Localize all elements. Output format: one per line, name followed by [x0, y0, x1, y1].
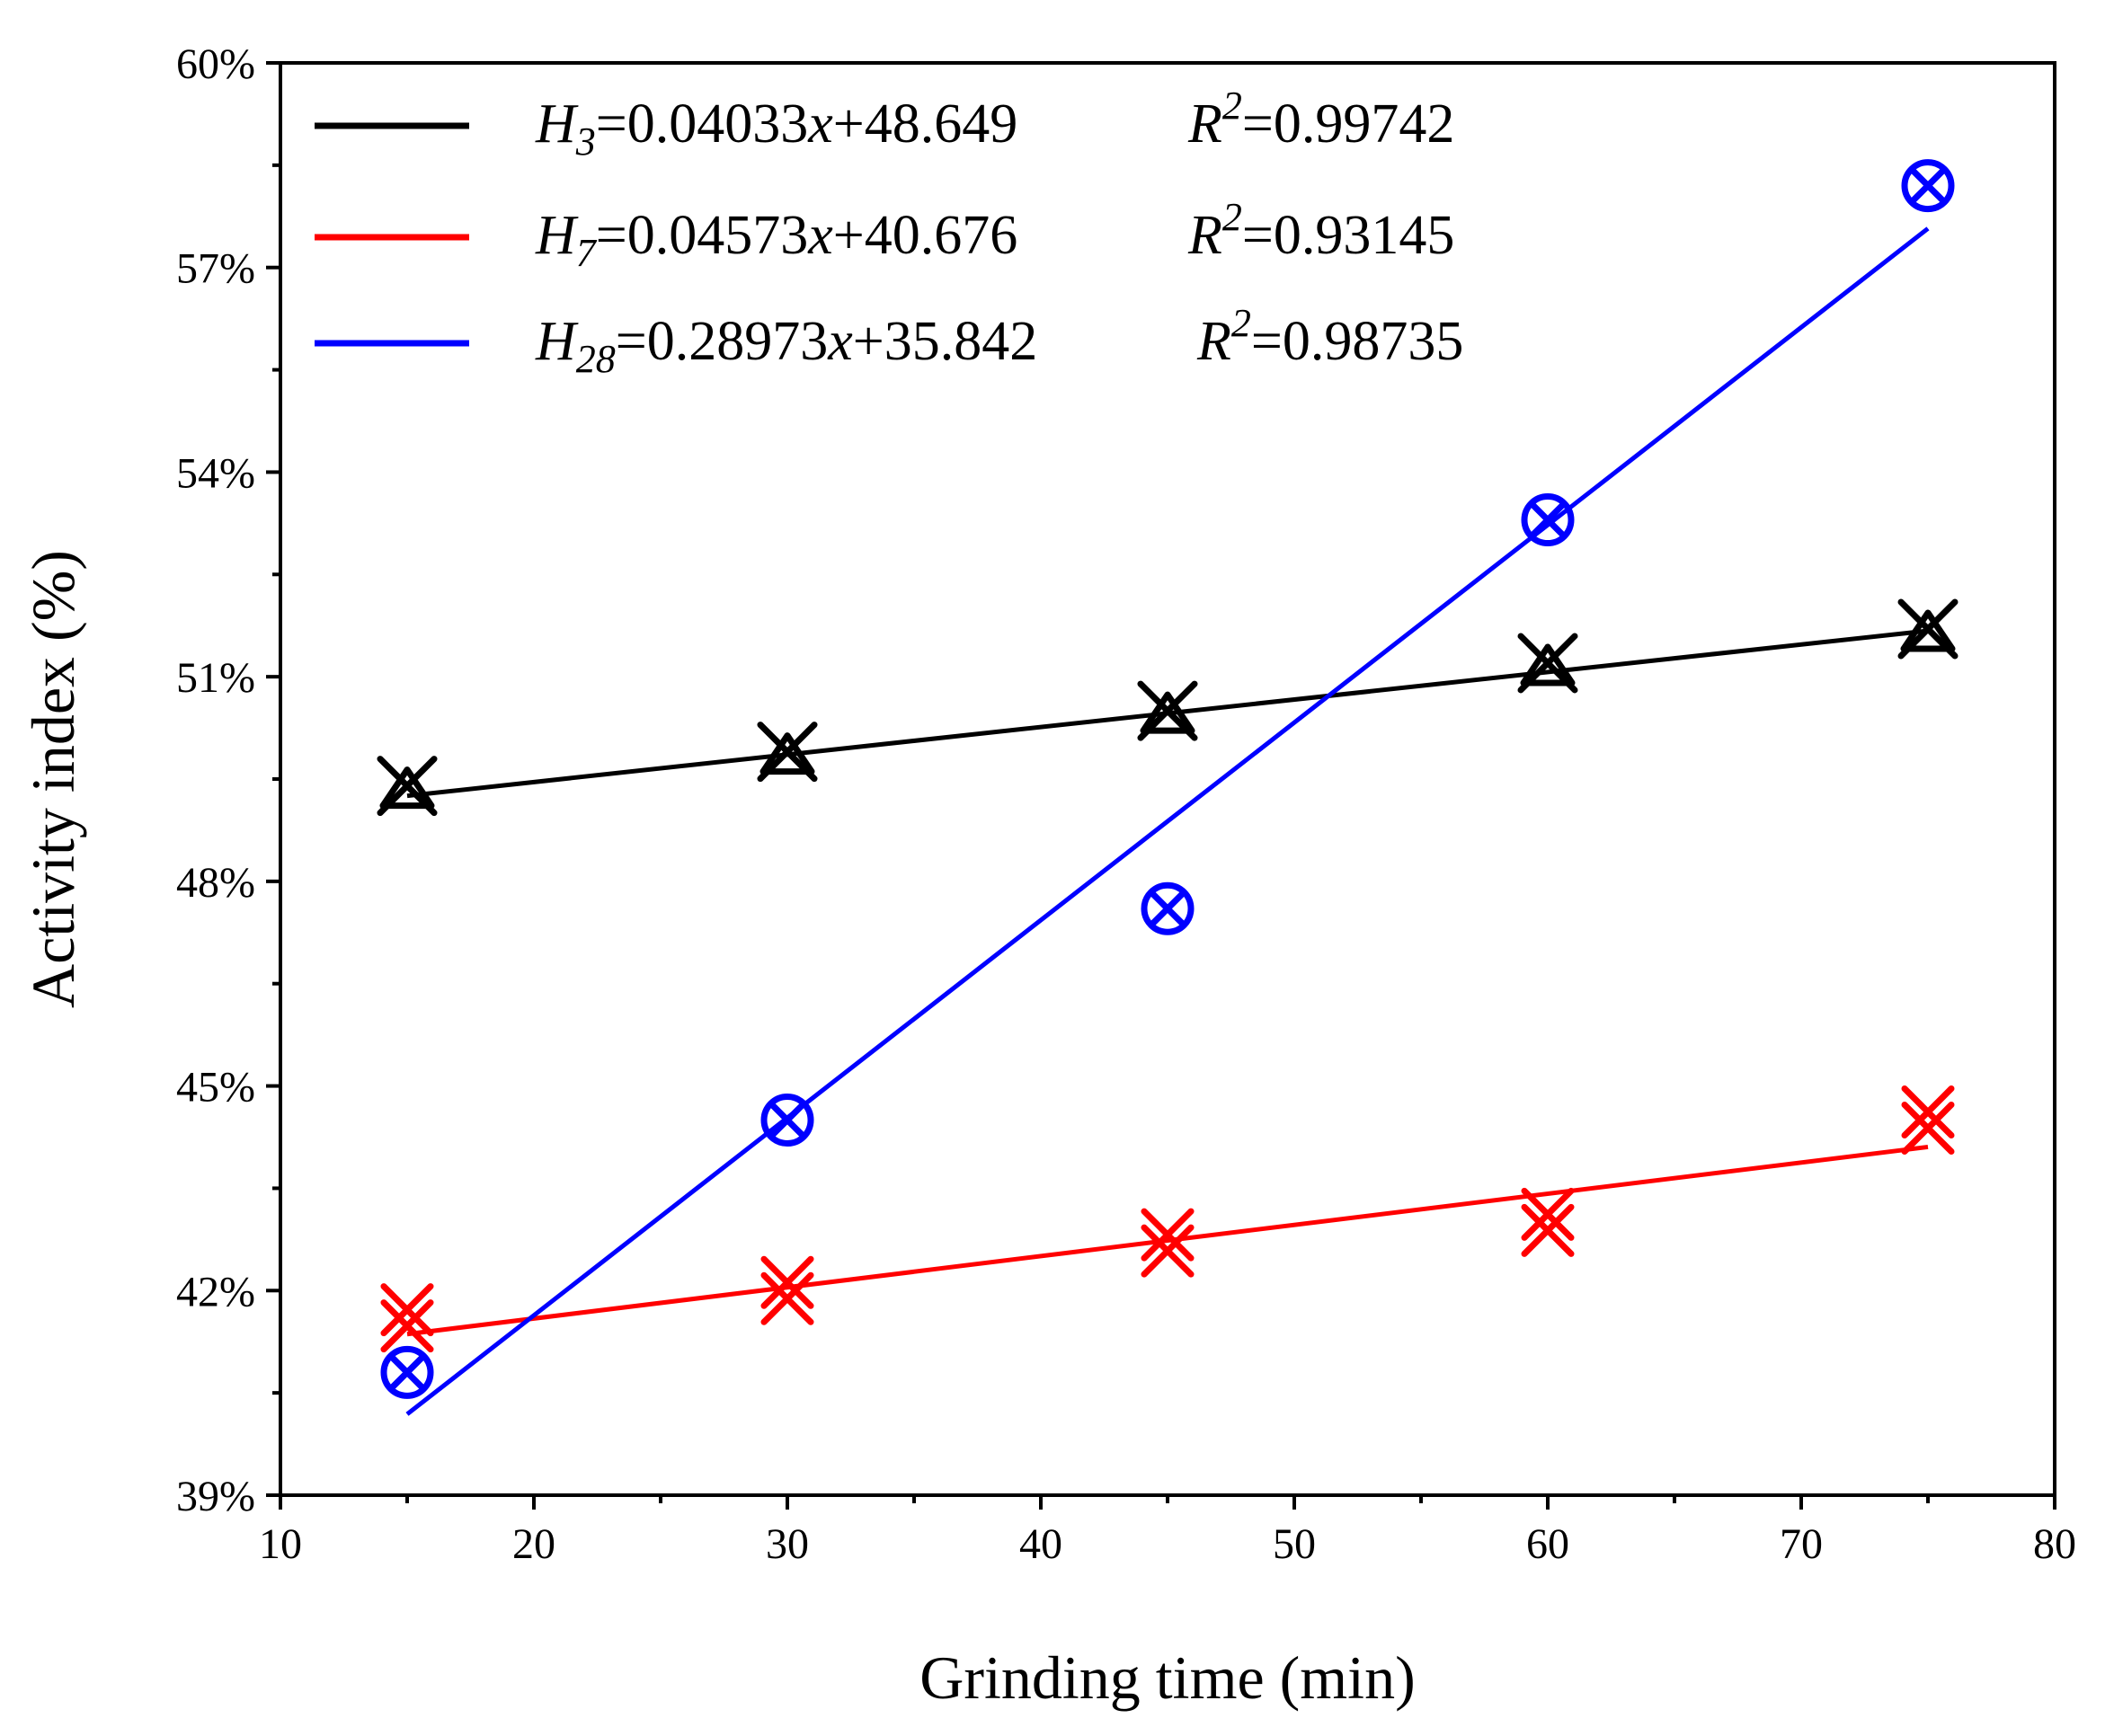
point-h3-15 [377, 756, 438, 817]
legend-sym-h3: H [535, 93, 579, 155]
point-h7-60 [1521, 1187, 1575, 1257]
legend-label-h7: H7=0.04573x+40.676 [535, 205, 1017, 275]
x-tick-label: 30 [766, 1520, 809, 1568]
point-h3-30 [757, 722, 818, 783]
y-tick-label: 54% [176, 449, 255, 497]
point-h7-15 [380, 1283, 434, 1353]
x-tick-label: 40 [1019, 1520, 1062, 1568]
y-axis-ticks: 39% 42% 45% 48% 51% 54% 57% 60% [176, 40, 280, 1520]
legend-r2-h3: R2=0.99742 [1187, 84, 1454, 155]
legend-eq-h28: =0.28973 [616, 311, 828, 372]
legend-rest-h3: +48.649 [833, 93, 1017, 155]
x-axis-ticks: 10 20 30 40 50 60 70 80 [259, 1495, 2076, 1568]
legend-x-h7: x [807, 205, 833, 266]
legend-sup-h28: 2 [1231, 301, 1251, 345]
x-tick-label: 60 [1526, 1520, 1569, 1568]
point-h3-45 [1137, 680, 1198, 741]
legend-rest-h7: +40.676 [833, 205, 1017, 266]
point-h28-30 [760, 1094, 814, 1147]
legend-r-h7: R [1187, 205, 1222, 266]
point-h28-60 [1521, 493, 1575, 547]
legend-sub-h7: 7 [576, 231, 598, 275]
legend-rest-h28: +35.842 [853, 311, 1037, 372]
point-h7-75 [1901, 1085, 1955, 1156]
legend-sym-h7: H [535, 205, 579, 266]
x-axis-title: Grinding time (min) [919, 1643, 1415, 1712]
point-h28-45 [1141, 881, 1195, 935]
legend-r-h28: R [1196, 311, 1231, 372]
fit-line-h28 [405, 226, 1930, 1416]
x-tick-label: 50 [1273, 1520, 1316, 1568]
y-axis-title: Activity index (%) [19, 550, 87, 1008]
point-h28-75 [1901, 159, 1955, 213]
y-tick-label: 60% [176, 40, 255, 88]
legend-sub-h28: 28 [576, 337, 616, 381]
legend-label-h28: H28=0.28973x+35.842 [535, 311, 1037, 381]
point-h3-60 [1517, 633, 1578, 694]
legend-rval-h3: =0.99742 [1242, 93, 1454, 155]
legend-label-h3: H3=0.04033x+48.649 [535, 93, 1017, 164]
legend-sub-h3: 3 [575, 120, 596, 164]
y-tick-label: 39% [176, 1473, 255, 1520]
point-h7-30 [760, 1255, 814, 1325]
y-tick-label: 42% [176, 1268, 255, 1315]
x-tick-label: 10 [259, 1520, 302, 1568]
legend-r2-h28: R2=0.98735 [1196, 301, 1463, 372]
point-h7-45 [1141, 1208, 1195, 1278]
y-tick-label: 51% [176, 654, 255, 702]
y-tick-label: 48% [176, 859, 255, 907]
y-tick-label: 57% [176, 245, 255, 293]
legend-rval-h28: =0.98735 [1251, 311, 1463, 372]
legend-r2-h7: R2=0.93145 [1187, 195, 1454, 266]
legend-eq-h7: =0.04573 [596, 205, 808, 266]
x-tick-label: 20 [512, 1520, 555, 1568]
point-h28-15 [380, 1345, 434, 1399]
x-tick-label: 70 [1780, 1520, 1823, 1568]
point-h3-75 [1897, 598, 1959, 660]
y-tick-label: 45% [176, 1064, 255, 1112]
legend-x-h28: x [827, 311, 853, 372]
markers [377, 159, 1959, 1399]
legend-eq-h3: =0.04033 [596, 93, 808, 155]
legend-sym-h28: H [535, 311, 579, 372]
legend-x-h3: x [807, 93, 833, 155]
legend-sup-h3: 2 [1222, 84, 1242, 128]
x-tick-label: 80 [2033, 1520, 2076, 1568]
legend-sup-h7: 2 [1222, 195, 1242, 239]
legend: H3=0.04033x+48.649 R2=0.99742H7=0.04573x+… [315, 84, 1463, 381]
legend-rval-h7: =0.93145 [1242, 205, 1454, 266]
fit-line-h7 [406, 1144, 1929, 1337]
legend-r-h3: R [1187, 93, 1222, 155]
